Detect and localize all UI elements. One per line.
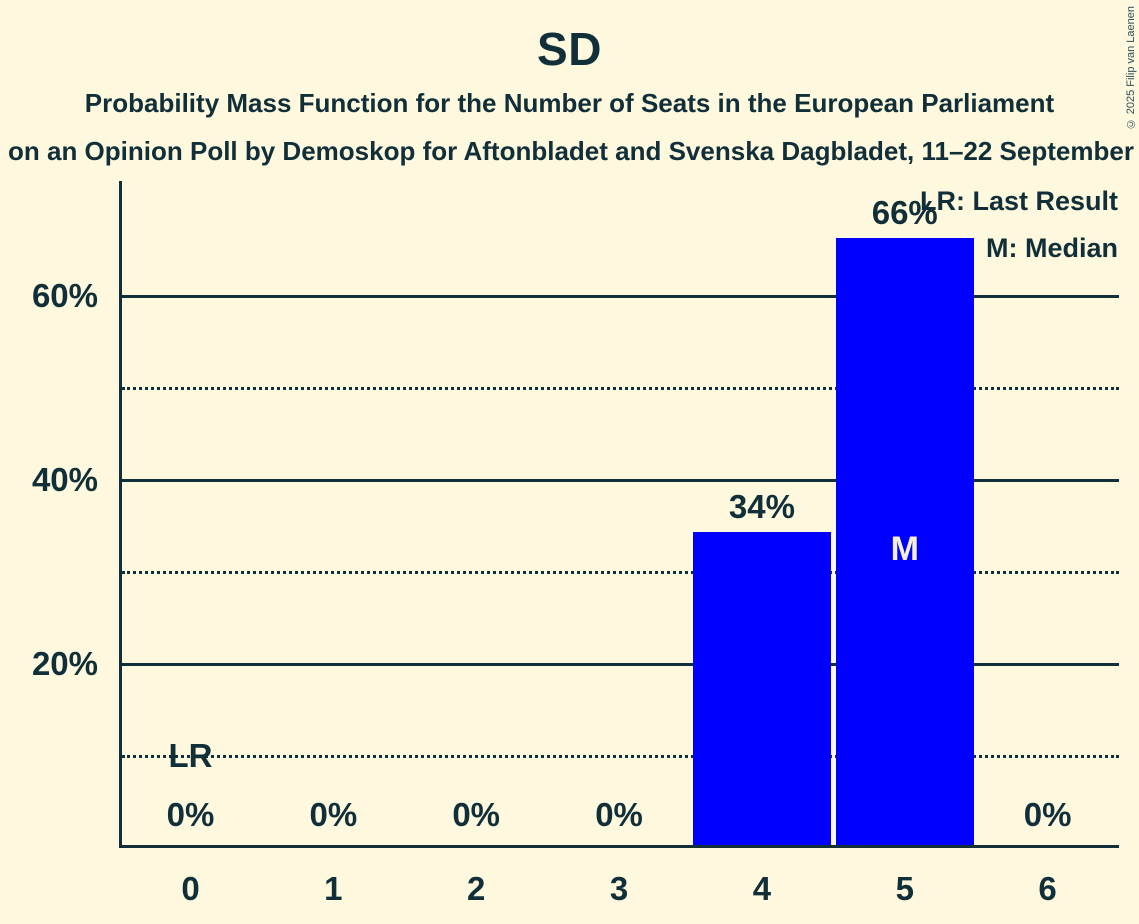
x-axis-line — [119, 845, 1119, 848]
annotation-m: M — [890, 530, 919, 568]
bar-seats-4 — [692, 532, 831, 845]
bar-value-label-6: 0% — [1023, 796, 1072, 833]
x-tick-label-3: 3 — [609, 870, 629, 907]
bar-value-label-5: 66% — [871, 193, 938, 231]
gridline-60 — [122, 295, 1119, 298]
x-tick-label-5: 5 — [895, 870, 914, 907]
y-tick-label-20: 20% — [31, 645, 98, 682]
x-tick-label-2: 2 — [467, 870, 486, 907]
copyright-notice: © 2025 Filip van Laenen — [1125, 6, 1137, 130]
bar-value-label-2: 0% — [452, 796, 501, 833]
x-tick-label-6: 6 — [1038, 870, 1057, 907]
x-tick-label-1: 1 — [324, 870, 343, 907]
x-tick-label-0: 0 — [181, 870, 200, 907]
gridline-20 — [122, 663, 1119, 666]
bar-seats-5 — [835, 237, 974, 845]
plot-area: 0% 0% 0% 0% 34% 66% 0% LR M — [122, 181, 1119, 848]
y-axis-line — [119, 181, 122, 848]
gridline-10 — [122, 755, 1119, 758]
y-tick-label-60: 60% — [31, 277, 98, 314]
x-tick-label-4: 4 — [752, 870, 772, 907]
gridline-30 — [122, 571, 1119, 574]
gridline-40 — [122, 479, 1119, 482]
chart-source-line: on an Opinion Poll by Demoskop for Afton… — [8, 136, 1134, 166]
bar-value-label-4: 34% — [728, 488, 795, 526]
bar-value-label-0: 0% — [166, 796, 215, 833]
bar-value-label-3: 0% — [595, 796, 643, 833]
legend-median: M: Median — [986, 233, 1118, 263]
y-tick-label-40: 40% — [31, 461, 98, 498]
bar-value-label-1: 0% — [309, 796, 358, 833]
annotation-lr: LR — [168, 737, 213, 774]
legend-last-result: LR: Last Result — [919, 186, 1118, 216]
gridline-50 — [122, 387, 1119, 390]
chart-subtitle: Probability Mass Function for the Number… — [84, 88, 1055, 118]
chart-title: SD — [537, 23, 602, 75]
